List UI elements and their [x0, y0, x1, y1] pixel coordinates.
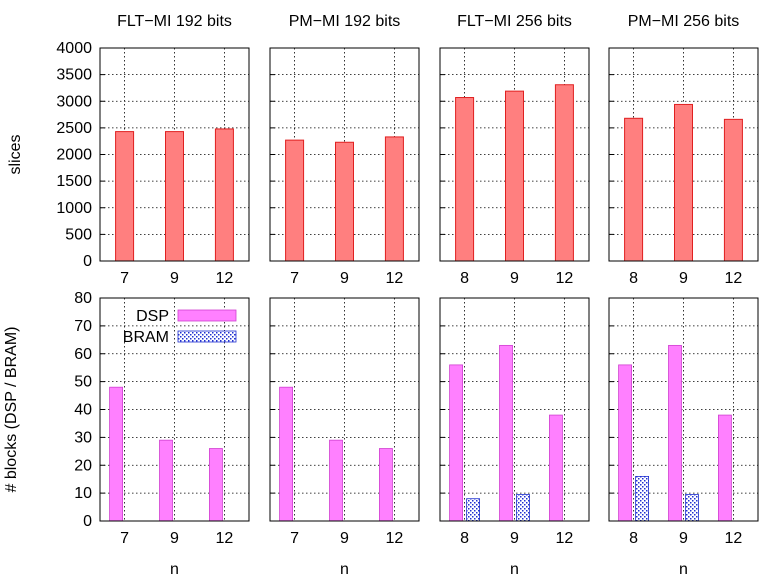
panel-r1-c3: 8 9 12 n	[608, 297, 759, 578]
y-tick-label: 0	[83, 513, 92, 530]
x-tick-label: 9	[170, 530, 179, 547]
y-tick-label: 1000	[56, 200, 92, 217]
bar-dsp	[618, 364, 632, 522]
x-tick-label: 12	[216, 530, 234, 547]
x-tick-label: 9	[510, 270, 519, 287]
legend: DSP BRAM	[123, 308, 237, 346]
legend-swatch-dsp	[177, 309, 237, 322]
bar-dsp	[499, 344, 513, 522]
bar-dsp	[549, 414, 563, 522]
x-tick-label: 9	[679, 530, 688, 547]
y-tick-label: 3500	[56, 67, 92, 84]
y-tick-label: 70	[74, 318, 92, 335]
x-tick-label: 7	[120, 530, 129, 547]
bar-dsp	[449, 364, 463, 522]
bar-slices	[674, 103, 693, 262]
bar-dsp	[109, 386, 123, 522]
bar-slices	[554, 84, 574, 262]
panel-title: FLT−MI 192 bits	[117, 13, 232, 30]
bar-slices	[723, 118, 743, 262]
y-tick-label: 20	[74, 457, 92, 474]
panel-r0-c2: 8 9 12	[439, 47, 590, 287]
y-tick-label: 3000	[56, 93, 92, 110]
x-tick-label: 9	[340, 530, 349, 547]
y-axis-label: # blocks (DSP / BRAM)	[3, 327, 20, 493]
y-tick-label: 1500	[56, 173, 92, 190]
panel-r1-c0: 7 9 12 n	[99, 297, 250, 578]
bar-dsp	[329, 439, 343, 522]
x-tick-label: 12	[386, 530, 404, 547]
legend-swatch-bram	[177, 330, 237, 343]
x-axis-label: n	[170, 561, 179, 578]
y-axis-label: slices	[7, 134, 24, 174]
bar-slices	[505, 90, 524, 262]
bar-slices	[285, 139, 305, 262]
bar-slices	[455, 97, 475, 262]
bar-slices	[115, 131, 135, 262]
bar-dsp	[379, 448, 393, 522]
panel-r0-c0: 7 9 12	[99, 47, 250, 287]
bar-bram	[635, 475, 649, 522]
x-tick-label: 12	[556, 530, 574, 547]
y-tick-label: 30	[74, 429, 92, 446]
bar-bram	[466, 498, 480, 522]
x-axis-label: n	[340, 561, 349, 578]
panel-r0-c1: 7 9 12	[269, 47, 420, 287]
y-tick-label: 10	[74, 485, 92, 502]
bar-slices	[624, 117, 644, 262]
y-tick-label: 2500	[56, 120, 92, 137]
x-tick-label: 7	[120, 270, 129, 287]
y-tick-label: 0	[83, 253, 92, 270]
bar-dsp	[279, 386, 293, 522]
panel-r1-c2: 8 9 12 n	[439, 297, 590, 578]
x-tick-label: 12	[556, 270, 574, 287]
y-tick-label: 80	[74, 290, 92, 307]
panel-title: FLT−MI 256 bits	[457, 13, 572, 30]
y-tick-label: 4000	[56, 40, 92, 57]
bar-dsp	[209, 448, 223, 522]
bar-slices	[384, 136, 404, 262]
x-tick-label: 12	[386, 270, 404, 287]
y-tick-label: 2000	[56, 147, 92, 164]
x-axis-label: n	[510, 561, 519, 578]
y-tick-label: 60	[74, 346, 92, 363]
bar-slices	[335, 141, 354, 262]
legend-label-bram: BRAM	[123, 329, 169, 346]
x-tick-label: 12	[725, 270, 743, 287]
y-tick-label: 40	[74, 402, 92, 419]
panel-title: PM−MI 256 bits	[628, 13, 740, 30]
x-tick-label: 7	[290, 530, 299, 547]
bar-dsp	[668, 344, 682, 522]
legend-label-dsp: DSP	[136, 308, 169, 325]
x-tick-label: 7	[290, 270, 299, 287]
x-tick-label: 8	[629, 270, 638, 287]
bar-bram	[685, 494, 699, 522]
bar-slices	[214, 128, 234, 262]
x-tick-label: 9	[340, 270, 349, 287]
x-tick-label: 9	[170, 270, 179, 287]
panel-r0-c3: 8 9 12	[608, 47, 759, 287]
x-tick-label: 9	[510, 530, 519, 547]
x-tick-label: 9	[679, 270, 688, 287]
bar-bram	[516, 494, 530, 522]
x-tick-label: 12	[216, 270, 234, 287]
bar-slices	[165, 131, 184, 262]
y-tick-label: 500	[65, 226, 92, 243]
x-tick-label: 12	[725, 530, 743, 547]
x-tick-label: 8	[460, 270, 469, 287]
bar-dsp	[159, 439, 173, 522]
panel-title: PM−MI 192 bits	[289, 13, 401, 30]
y-tick-label: 50	[74, 374, 92, 391]
x-tick-label: 8	[629, 530, 638, 547]
x-tick-label: 8	[460, 530, 469, 547]
x-axis-label: n	[679, 561, 688, 578]
panel-r1-c1: 7 9 12 n	[269, 297, 420, 578]
bar-dsp	[718, 414, 732, 522]
